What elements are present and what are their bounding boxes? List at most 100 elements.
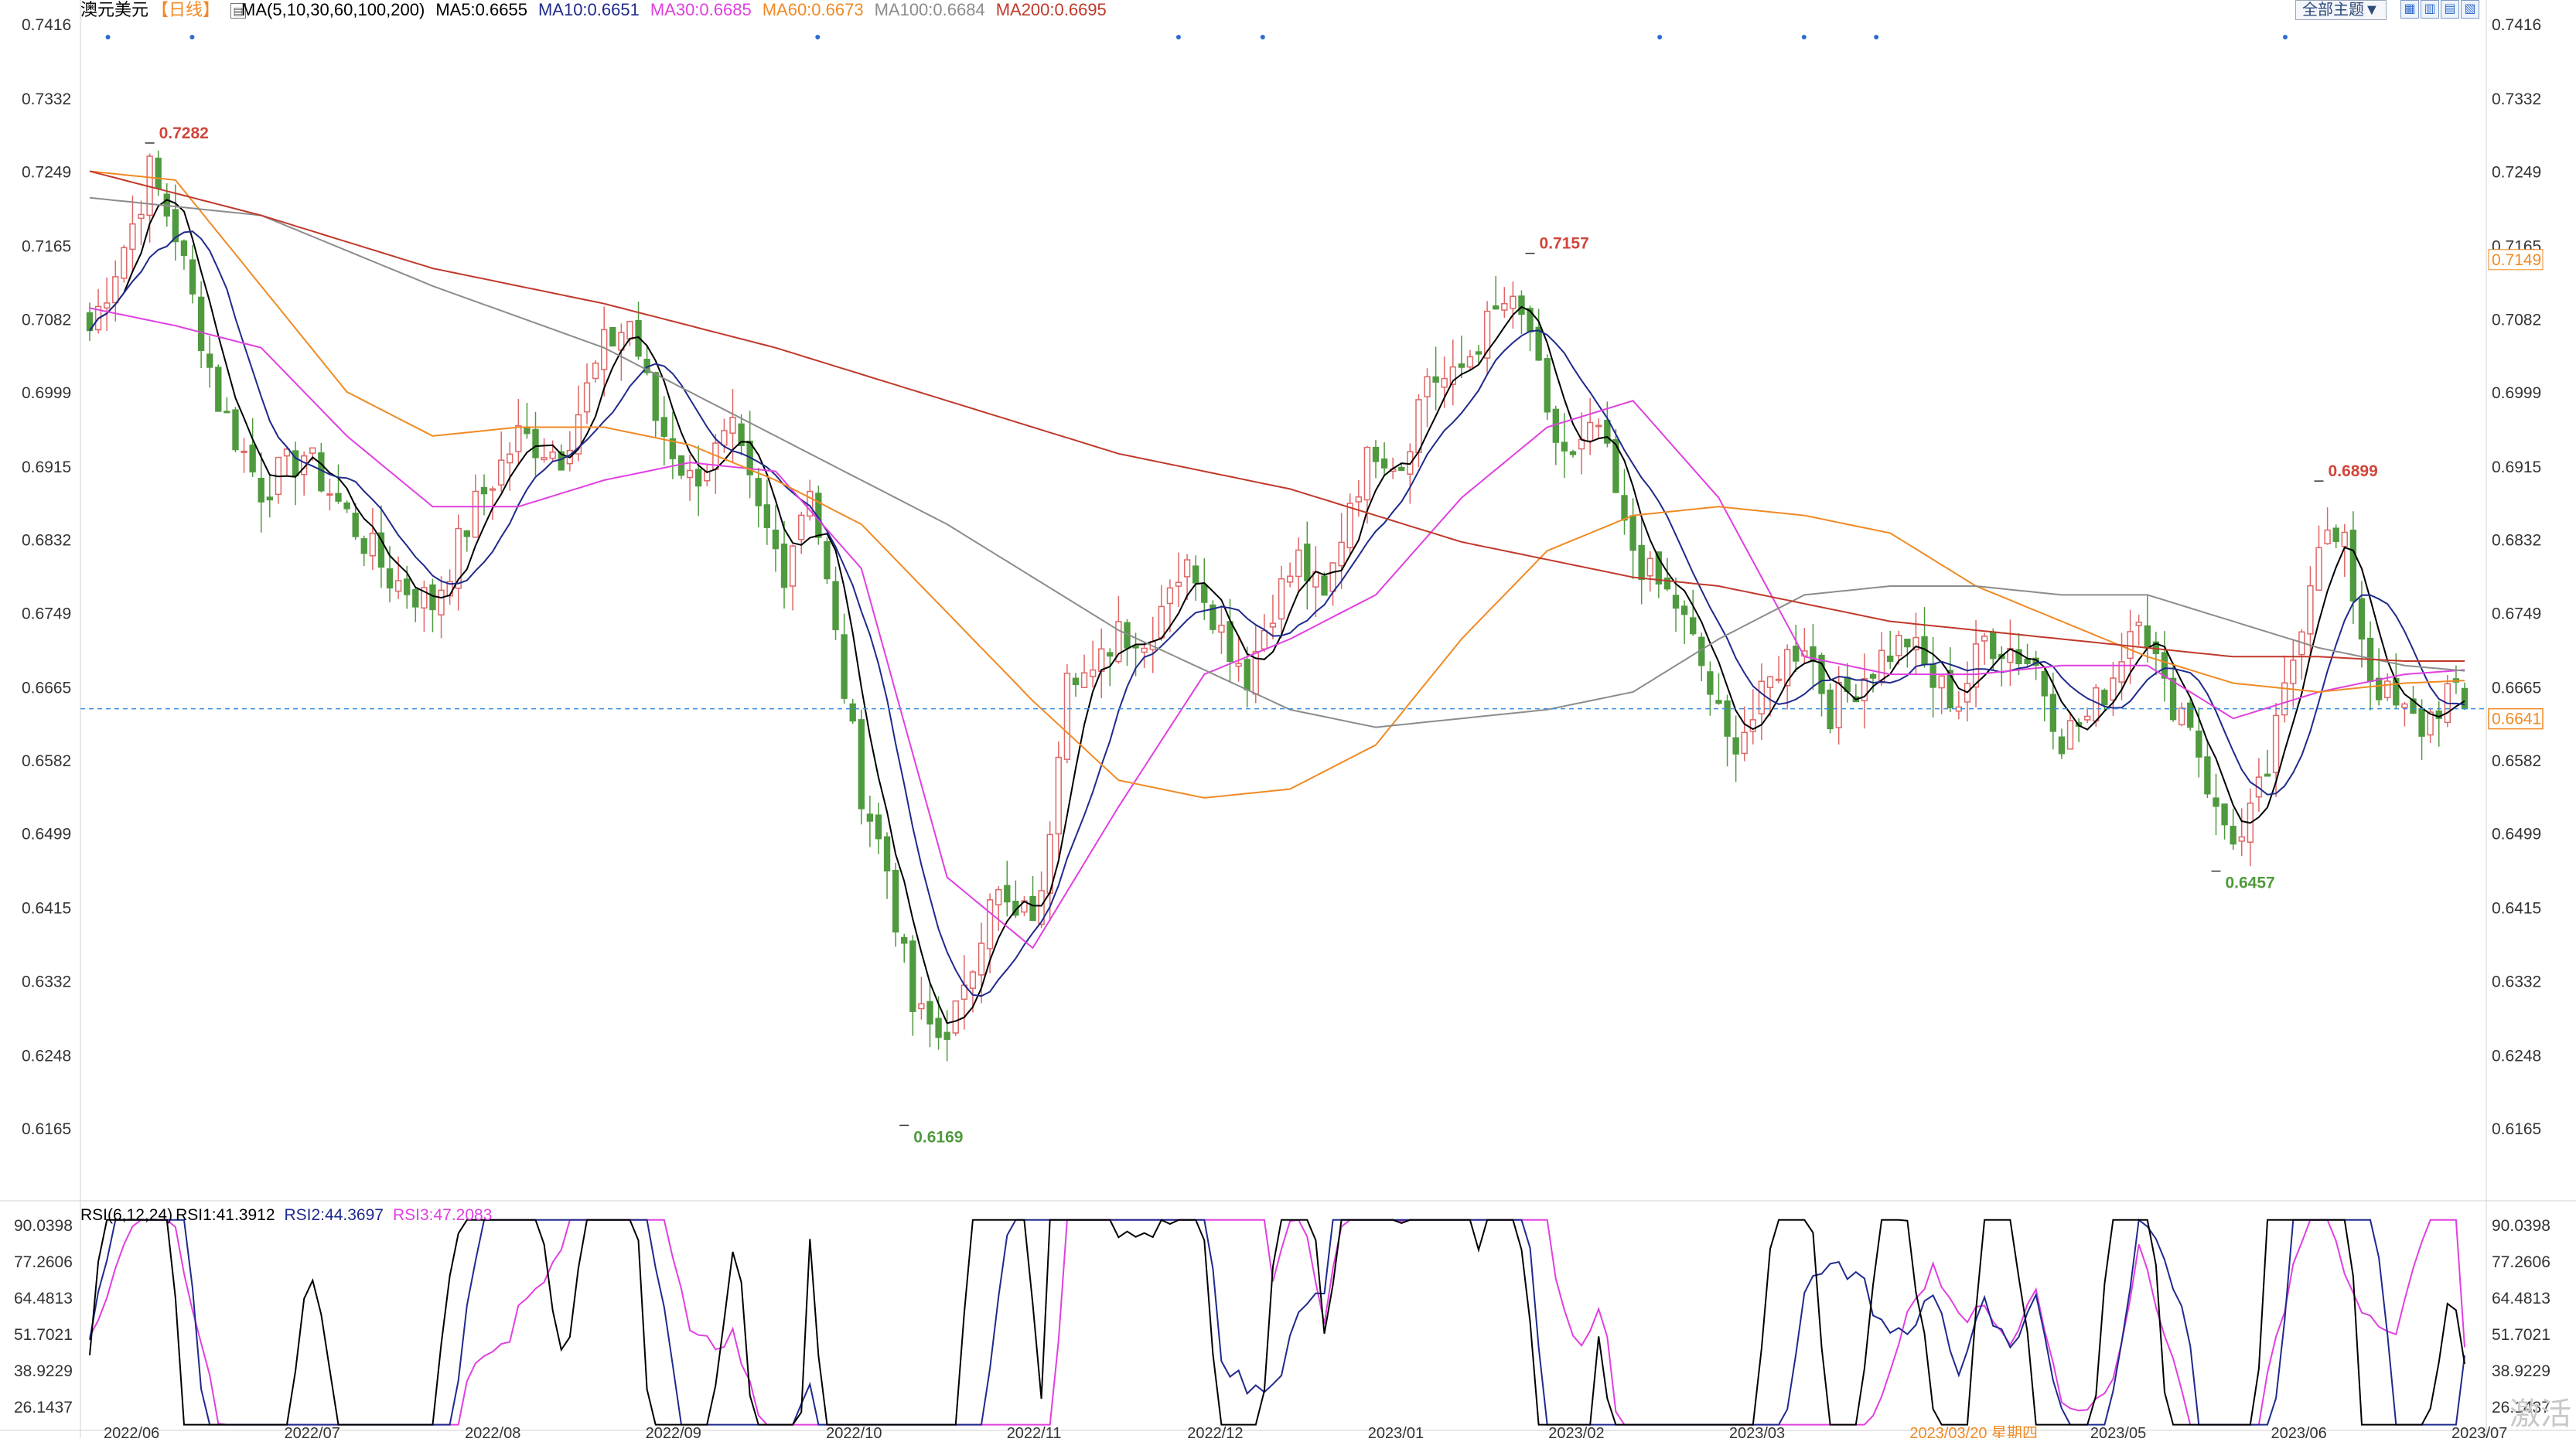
event-dot bbox=[1874, 35, 1879, 39]
candle bbox=[1793, 625, 1800, 672]
candle bbox=[1878, 632, 1885, 687]
candle-body bbox=[789, 545, 797, 587]
theme-button[interactable]: 全部主题▼ bbox=[2295, 0, 2387, 20]
candle bbox=[677, 455, 685, 479]
price-tick-left: 0.6749 bbox=[22, 605, 71, 622]
rsi-tick-left: 26.1437 bbox=[14, 1399, 73, 1416]
layout-split-icon[interactable]: ▥ bbox=[2421, 0, 2439, 19]
candle bbox=[755, 468, 762, 528]
candle bbox=[2315, 525, 2322, 591]
candle-body bbox=[129, 223, 136, 251]
layout-grid-icon[interactable]: ▦ bbox=[2400, 0, 2419, 19]
candle-body bbox=[969, 971, 977, 989]
candle-body bbox=[729, 417, 736, 434]
candle-body bbox=[1835, 682, 1842, 728]
candle-body bbox=[1586, 421, 1594, 441]
candle-body bbox=[1990, 632, 1997, 660]
candle bbox=[1183, 554, 1191, 601]
candle bbox=[438, 576, 445, 639]
candle-body bbox=[121, 247, 128, 279]
candle-body bbox=[1201, 584, 1208, 603]
candle-body bbox=[2049, 694, 2057, 732]
rsi1-line bbox=[89, 1219, 2465, 1426]
candle bbox=[103, 277, 111, 332]
candle bbox=[738, 414, 745, 455]
candle-body bbox=[1227, 621, 1233, 663]
candle-body bbox=[1501, 303, 1508, 311]
candle-body bbox=[1972, 643, 1980, 688]
candle-body bbox=[2101, 690, 2108, 706]
low-price-label: 0.6169 bbox=[913, 1128, 963, 1146]
ma30-line bbox=[89, 307, 2465, 949]
layout-expand-icon[interactable]: ▧ bbox=[2461, 0, 2479, 19]
candle bbox=[583, 363, 591, 424]
candle-body bbox=[1646, 557, 1653, 577]
high-price-label: 0.7282 bbox=[159, 124, 209, 142]
candle bbox=[532, 411, 539, 476]
candle bbox=[2324, 507, 2331, 545]
candle-body bbox=[909, 940, 916, 1012]
candle bbox=[1663, 557, 1671, 591]
candle-body bbox=[1210, 604, 1216, 630]
price-tick-left: 0.6999 bbox=[22, 384, 71, 402]
ma-toggle-icon[interactable]: ▤ bbox=[230, 3, 247, 19]
candle bbox=[1801, 628, 1808, 664]
price-tick-right: 0.6665 bbox=[2492, 679, 2541, 697]
candle-body bbox=[609, 327, 616, 347]
candle-body bbox=[669, 438, 677, 459]
candle bbox=[1561, 413, 1568, 479]
candle-body bbox=[1569, 451, 1577, 455]
candle-body bbox=[1372, 446, 1380, 462]
candle bbox=[1312, 546, 1319, 618]
ma200-value: MA200:0.6695 bbox=[995, 0, 1107, 19]
price-tick-right: 0.7332 bbox=[2492, 90, 2541, 108]
candle bbox=[421, 580, 428, 632]
candle-body bbox=[369, 532, 377, 557]
candle bbox=[660, 396, 667, 466]
candle-body bbox=[1304, 544, 1311, 581]
event-dot bbox=[815, 35, 821, 39]
period-label[interactable]: 【日线】 bbox=[152, 0, 220, 19]
layout-fill-icon[interactable]: ▤ bbox=[2441, 0, 2459, 19]
candle-body bbox=[1338, 541, 1345, 567]
candle-body bbox=[1346, 503, 1353, 549]
candle bbox=[1749, 689, 1756, 745]
candle bbox=[1732, 715, 1739, 782]
candle bbox=[2298, 629, 2305, 680]
candle bbox=[704, 464, 711, 486]
candle-body bbox=[1286, 575, 1294, 583]
candle bbox=[943, 1010, 950, 1062]
event-dot bbox=[1260, 35, 1265, 39]
candle bbox=[1698, 632, 1705, 681]
price-tick-right: 0.7416 bbox=[2492, 16, 2541, 34]
candle-body bbox=[738, 423, 745, 447]
candle bbox=[841, 613, 848, 704]
candle bbox=[2178, 702, 2185, 727]
event-dot bbox=[2283, 35, 2288, 39]
candle-body bbox=[497, 459, 505, 486]
candle bbox=[507, 441, 513, 491]
date-tick: 2023/05 bbox=[2090, 1425, 2146, 1438]
candle bbox=[1947, 647, 1953, 713]
candle-body bbox=[1766, 676, 1774, 688]
ma10-value: MA10:0.6651 bbox=[537, 0, 640, 19]
price-tick-left: 0.7332 bbox=[22, 90, 71, 108]
candle bbox=[515, 398, 522, 465]
candle bbox=[1424, 368, 1431, 428]
candle-body bbox=[1724, 700, 1731, 737]
price-tick-left: 0.7249 bbox=[22, 164, 71, 182]
candle bbox=[1295, 537, 1302, 591]
rsi-header: RSI(6,12,24) RSI1:41.3912 RSI2:44.3697 RSI3… bbox=[80, 1206, 501, 1225]
candle bbox=[1586, 398, 1594, 455]
candle-body bbox=[215, 366, 222, 412]
candle-body bbox=[652, 372, 659, 421]
candle bbox=[2213, 773, 2219, 836]
candle bbox=[1458, 336, 1465, 378]
candle-body bbox=[892, 870, 899, 932]
price-tick-right: 0.6832 bbox=[2492, 532, 2541, 550]
candle-body bbox=[1912, 636, 1919, 651]
candle-body bbox=[1115, 621, 1122, 663]
candle bbox=[377, 505, 385, 588]
candle bbox=[1707, 661, 1714, 716]
candle-body bbox=[2015, 649, 2022, 665]
